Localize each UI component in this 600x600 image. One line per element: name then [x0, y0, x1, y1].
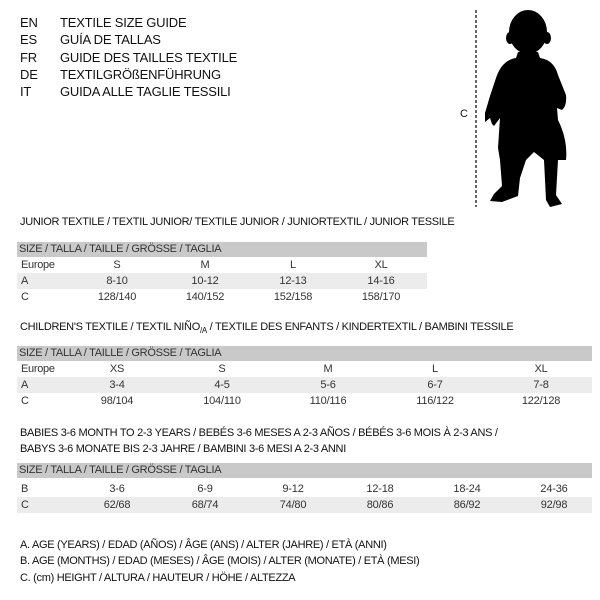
- size-cell: 62/68: [103, 499, 131, 512]
- babies-size-header: SIZE / TALLA / TAILLE / GRÖSSE / TAGLIA: [17, 463, 592, 478]
- row-shade: [17, 377, 592, 394]
- size-cell: 92/98: [540, 499, 568, 512]
- children-title-main: CHILDREN'S TEXTILE / TEXTIL NIÑO: [20, 321, 200, 333]
- language-code: FR: [20, 49, 37, 65]
- guide-title: GUIDE DES TAILLES TEXTILE: [60, 49, 238, 65]
- size-cell: L: [290, 259, 296, 271]
- guide-title: GUÍA DE TALLAS: [60, 32, 161, 48]
- language-code: DE: [20, 66, 38, 82]
- children-size-header: SIZE / TALLA / TAILLE / GRÖSSE / TAGLIA: [17, 346, 592, 361]
- size-cell: 8-10: [106, 275, 128, 288]
- guide-title: TEXTILE SIZE GUIDE: [60, 15, 187, 30]
- guide-title: TEXTILGRÖßENFÜHRUNG: [60, 66, 221, 82]
- size-cell: 3-6: [109, 483, 125, 495]
- size-cell: 86/92: [453, 499, 481, 512]
- size-cell: 110/116: [309, 395, 347, 408]
- height-measure-label: C: [460, 108, 468, 120]
- size-cell: 7-8: [533, 379, 549, 392]
- junior-section-title: JUNIOR TEXTILE / TEXTIL JUNIOR/ TEXTILE …: [20, 216, 455, 228]
- children-title-sub: /A: [199, 326, 207, 336]
- size-cell: 122/128: [521, 395, 561, 408]
- row-label: C: [21, 499, 29, 512]
- size-cell: 80/86: [366, 499, 394, 512]
- children-title-rest: / TEXTILE DES ENFANTS / KINDERTEXTIL / B…: [206, 321, 514, 333]
- size-cell: 98/104: [100, 395, 134, 408]
- size-cell: 3-4: [109, 379, 125, 392]
- size-cell: S: [218, 363, 226, 375]
- size-cell: M: [200, 259, 210, 271]
- legend-item: C. (cm) HEIGHT / ALTURA / HAUTEUR / HÖHE…: [20, 571, 296, 584]
- row-label: Europe: [21, 363, 55, 375]
- size-cell: 24-36: [540, 483, 568, 495]
- size-cell: 14-16: [367, 275, 395, 288]
- size-cell: 18-24: [453, 483, 481, 495]
- size-cell: 152/158: [273, 291, 313, 304]
- size-cell: XL: [534, 363, 548, 375]
- row-label: A: [21, 275, 29, 288]
- size-cell: 158/170: [361, 291, 401, 304]
- babies-title-line2: BABYS 3-6 MONATE BIS 2-3 JAHRE / BAMBINI…: [20, 443, 346, 455]
- language-code: EN: [20, 15, 38, 30]
- row-shade: [17, 497, 592, 514]
- baby-silhouette-icon: [475, 10, 567, 207]
- children-section-title: CHILDREN'S TEXTILE / TEXTIL NIÑO/A / TEX…: [20, 321, 514, 336]
- size-cell: 9-12: [282, 483, 304, 495]
- size-cell: 5-6: [320, 379, 336, 392]
- size-header-label: SIZE / TALLA / TAILLE / GRÖSSE / TAGLIA: [19, 243, 222, 255]
- row-label: A: [21, 379, 29, 392]
- size-cell: 68/74: [191, 499, 219, 512]
- babies-title-line1: BABIES 3-6 MONTH TO 2-3 YEARS / BEBÉS 3-…: [20, 427, 498, 439]
- row-label: C: [21, 291, 29, 304]
- size-cell: 4-5: [214, 379, 230, 392]
- size-cell: L: [432, 363, 438, 375]
- size-cell: 10-12: [191, 275, 219, 288]
- row-label: C: [21, 395, 29, 408]
- row-label: Europe: [21, 259, 55, 271]
- size-cell: 128/140: [97, 291, 137, 304]
- size-cell: 12-13: [279, 275, 307, 288]
- size-cell: XL: [374, 259, 388, 271]
- size-cell: M: [323, 363, 333, 375]
- size-cell: 6-7: [427, 379, 443, 392]
- size-header-label: SIZE / TALLA / TAILLE / GRÖSSE / TAGLIA: [19, 464, 222, 476]
- size-cell: 6-9: [197, 483, 213, 495]
- row-shade: [17, 273, 427, 290]
- size-cell: 12-18: [366, 483, 394, 495]
- size-cell: 74/80: [279, 499, 307, 512]
- guide-title: GUIDA ALLE TAGLIE TESSILI: [60, 84, 231, 100]
- size-cell: 104/110: [203, 395, 241, 408]
- row-label: B: [21, 483, 29, 495]
- size-cell: S: [113, 259, 121, 271]
- legend-item: A. AGE (YEARS) / EDAD (AÑOS) / ÂGE (ANS)…: [20, 539, 387, 551]
- size-header-label: SIZE / TALLA / TAILLE / GRÖSSE / TAGLIA: [19, 347, 222, 359]
- size-cell: XS: [109, 363, 125, 375]
- legend-item: B. AGE (MONTHS) / EDAD (MESES) / ÂGE (MO…: [20, 555, 420, 568]
- size-cell: 116/122: [416, 395, 454, 408]
- size-cell: 140/152: [185, 291, 225, 304]
- language-code: IT: [20, 84, 32, 100]
- language-code: ES: [20, 32, 37, 48]
- junior-size-header: SIZE / TALLA / TAILLE / GRÖSSE / TAGLIA: [17, 242, 427, 257]
